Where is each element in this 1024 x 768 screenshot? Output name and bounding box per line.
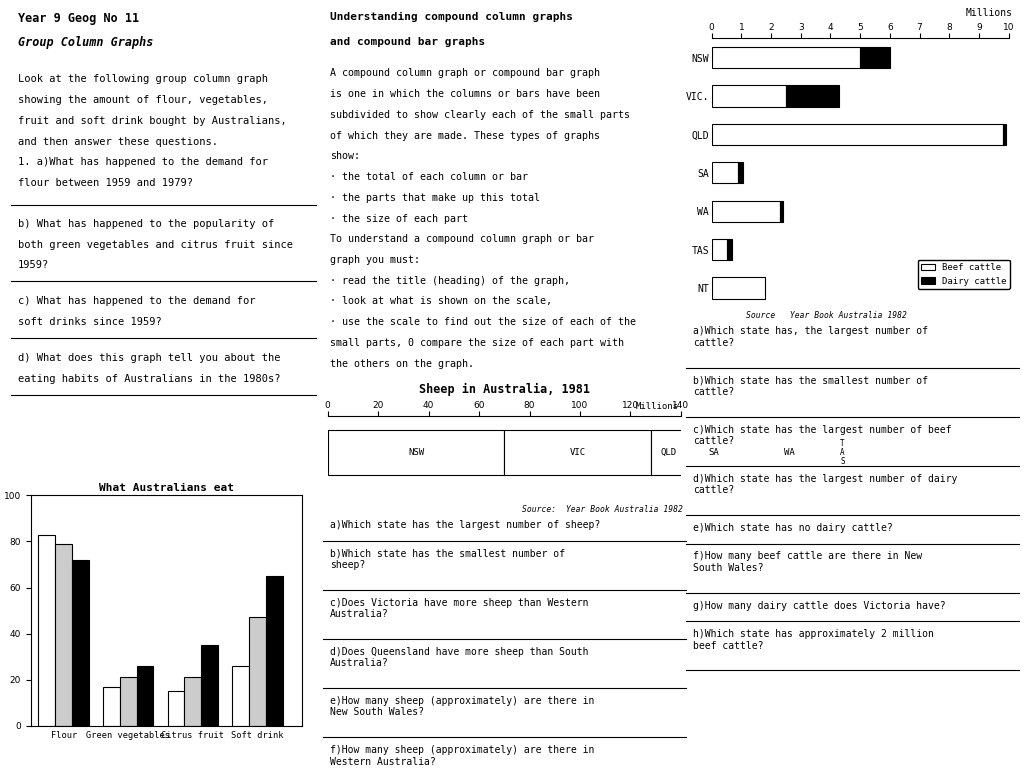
Bar [712,200,780,222]
Text: c) What has happened to the demand for: c) What has happened to the demand for [17,296,255,306]
Text: WA: WA [784,449,795,457]
Text: · the parts that make up this total: · the parts that make up this total [330,193,540,203]
Bar [712,85,786,107]
Text: A compound column graph or compound bar graph: A compound column graph or compound bar … [330,68,600,78]
Text: b) What has happened to the popularity of: b) What has happened to the popularity o… [17,219,274,229]
Bar [72,560,89,726]
Text: VIC: VIC [569,449,586,457]
Bar [712,162,738,184]
Text: small parts, 0 compare the size of each part with: small parts, 0 compare the size of each … [330,338,624,348]
Text: To understand a compound column graph or bar: To understand a compound column graph or… [330,234,594,244]
Text: f)How many beef cattle are there in New
South Wales?: f)How many beef cattle are there in New … [692,551,922,573]
Bar [741,430,838,475]
Text: the others on the graph.: the others on the graph. [330,359,474,369]
Text: · look at what is shown on the scale,: · look at what is shown on the scale, [330,296,552,306]
Text: b)Which state has the smallest number of
cattle?: b)Which state has the smallest number of… [692,376,928,397]
Text: Group Column Graphs: Group Column Graphs [17,36,154,49]
Bar [39,535,55,726]
Text: is one in which the columns or bars have been: is one in which the columns or bars have… [330,89,600,99]
Text: c)Which state has the largest number of beef
cattle?: c)Which state has the largest number of … [692,425,951,446]
Text: showing the amount of flour, vegetables,: showing the amount of flour, vegetables, [17,95,268,105]
Bar [328,430,505,475]
Text: e)Which state has no dairy cattle?: e)Which state has no dairy cattle? [692,523,893,533]
Bar [136,666,154,726]
Text: show:: show: [330,151,359,161]
Bar [184,677,202,726]
Text: graph you must:: graph you must: [330,255,420,265]
Text: · read the title (heading) of the graph,: · read the title (heading) of the graph, [330,276,569,286]
Text: soft drinks since 1959?: soft drinks since 1959? [17,317,162,327]
Text: QLD: QLD [660,449,677,457]
Text: 1959?: 1959? [17,260,49,270]
Text: Source:  Year Book Australia 1982: Source: Year Book Australia 1982 [522,505,683,514]
Text: · the total of each column or bar: · the total of each column or bar [330,172,527,182]
Text: T
A
S: T A S [840,439,845,466]
Text: subdivided to show clearly each of the small parts: subdivided to show clearly each of the s… [330,110,630,120]
Text: b)Which state has the smallest number of
sheep?: b)Which state has the smallest number of… [330,548,565,570]
Bar [103,687,120,726]
Bar [712,47,860,68]
Bar [780,200,783,222]
Text: Sheep in Australia, 1981: Sheep in Australia, 1981 [419,383,590,396]
Text: and then answer these questions.: and then answer these questions. [17,137,218,147]
Bar [266,576,283,726]
Text: d) What does this graph tell you about the: d) What does this graph tell you about t… [17,353,281,363]
Text: eating habits of Australians in the 1980s?: eating habits of Australians in the 1980… [17,374,281,384]
Bar [55,544,72,726]
Bar [1002,124,1006,145]
Text: Look at the following group column graph: Look at the following group column graph [17,74,268,84]
Text: a)Which state has, the largest number of
cattle?: a)Which state has, the largest number of… [692,326,928,348]
Text: Millions: Millions [636,402,679,411]
Legend: Beef cattle, Dairy cattle: Beef cattle, Dairy cattle [918,260,1010,290]
Bar [249,617,266,726]
Text: fruit and soft drink bought by Australians,: fruit and soft drink bought by Australia… [17,116,287,126]
Bar [712,239,726,260]
Bar [650,430,686,475]
Bar [168,691,184,726]
Text: g)How many dairy cattle does Victoria have?: g)How many dairy cattle does Victoria ha… [692,601,945,611]
Bar [860,47,890,68]
Text: SA: SA [709,449,719,457]
Bar [686,430,741,475]
Bar [786,85,840,107]
Text: 1. a)What has happened to the demand for: 1. a)What has happened to the demand for [17,157,268,167]
Bar [712,124,1002,145]
Bar [505,430,650,475]
Text: flour between 1959 and 1979?: flour between 1959 and 1979? [17,178,193,188]
Bar [738,162,742,184]
Title: What Australians eat: What Australians eat [99,483,233,493]
Text: both green vegetables and citrus fruit since: both green vegetables and citrus fruit s… [17,240,293,250]
Text: · the size of each part: · the size of each part [330,214,468,223]
Bar [232,666,249,726]
Bar [712,277,765,299]
Text: f)How many sheep (approximately) are there in
Western Australia?: f)How many sheep (approximately) are the… [330,745,594,766]
Text: Year 9 Geog No 11: Year 9 Geog No 11 [17,12,139,25]
Text: Millions: Millions [966,8,1013,18]
Text: Source   Year Book Australia 1982: Source Year Book Australia 1982 [745,311,907,320]
Text: · use the scale to find out the size of each of the: · use the scale to find out the size of … [330,317,636,327]
Bar [726,239,732,260]
Text: d)Does Queensland have more sheep than South
Australia?: d)Does Queensland have more sheep than S… [330,647,589,668]
Text: NSW: NSW [408,449,424,457]
Text: h)Which state has approximately 2 million
beef cattle?: h)Which state has approximately 2 millio… [692,629,934,650]
Bar [838,430,848,475]
Text: c)Does Victoria have more sheep than Western
Australia?: c)Does Victoria have more sheep than Wes… [330,598,589,619]
Text: e)How many sheep (approximately) are there in
New South Wales?: e)How many sheep (approximately) are the… [330,696,594,717]
Text: Understanding compound column graphs: Understanding compound column graphs [330,12,572,22]
Bar [120,677,136,726]
Text: d)Which state has the largest number of dairy
cattle?: d)Which state has the largest number of … [692,474,957,495]
Text: and compound bar graphs: and compound bar graphs [330,37,485,47]
Bar [202,645,218,726]
Text: a)Which state has the largest number of sheep?: a)Which state has the largest number of … [330,520,600,530]
Text: of which they are made. These types of graphs: of which they are made. These types of g… [330,131,600,141]
